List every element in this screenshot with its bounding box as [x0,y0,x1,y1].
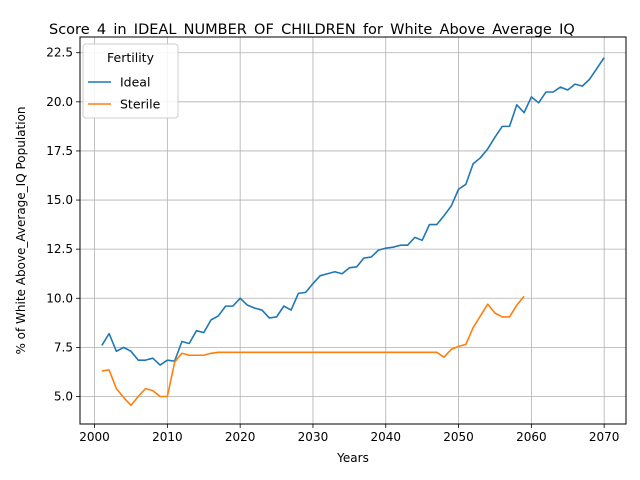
y-tick-label: 12.5 [46,242,73,256]
series-layer [101,57,605,407]
legend-title: Fertility [107,50,155,65]
legend: Fertility Ideal Sterile [82,43,179,119]
legend-box [82,43,179,119]
y-tick-label: 15.0 [46,193,73,207]
x-tick-label: 2050 [443,430,474,444]
x-tick-label: 2020 [225,430,256,444]
x-tick-label: 2010 [152,430,183,444]
grid [80,37,626,424]
series-line-ideal [101,57,605,366]
y-axis-label: % of White Above_Average_IQ Population [14,106,28,354]
plot-frame [79,36,627,425]
chart-title: Score_4_in_IDEAL_NUMBER_OF_CHILDREN_for_… [49,22,575,38]
x-axis-label: Years [336,451,369,465]
y-tick-label: 10.0 [46,291,73,305]
y-tick-label: 22.5 [46,46,73,60]
x-tick-label: 2070 [589,430,620,444]
y-tick-label: 17.5 [46,144,73,158]
series-line-sterile [101,295,525,407]
x-tick-label: 2060 [516,430,547,444]
y-tick-label: 5.0 [54,389,73,403]
y-axis-ticks: 5.0 7.5 10.0 12.5 15.0 17.5 20.0 22.5 [46,46,80,403]
x-tick-label: 2040 [370,430,401,444]
y-tick-label: 20.0 [46,95,73,109]
legend-label-sterile: Sterile [120,97,161,112]
legend-label-ideal: Ideal [120,75,150,90]
x-tick-label: 2000 [79,430,110,444]
x-tick-label: 2030 [298,430,329,444]
x-axis-ticks: 2000 2010 2020 2030 2040 2050 2060 2070 [79,424,619,444]
y-tick-label: 7.5 [54,340,73,354]
